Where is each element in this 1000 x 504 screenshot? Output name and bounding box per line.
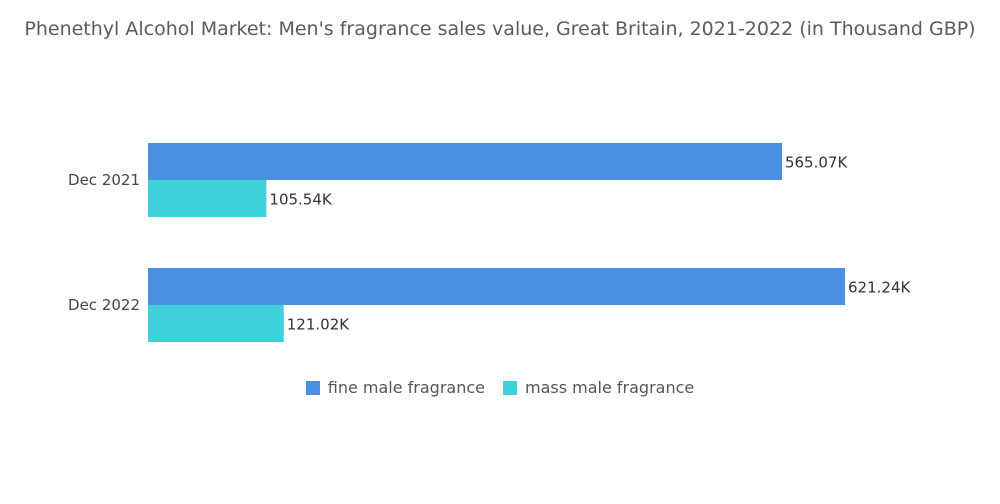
- data-label: 565.07K: [785, 154, 848, 172]
- legend-label: mass male fragrance: [525, 378, 695, 397]
- bar: [148, 143, 782, 180]
- legend-swatch: [503, 380, 517, 395]
- bar: [148, 268, 845, 305]
- legend-item: mass male fragrance: [503, 378, 694, 397]
- bar: [148, 180, 267, 217]
- legend-label: fine male fragrance: [327, 378, 485, 397]
- data-label: 621.24K: [848, 279, 911, 297]
- legend: fine male fragrance mass male fragrance: [0, 378, 1000, 397]
- data-label: 121.02K: [287, 316, 350, 334]
- legend-swatch: [305, 380, 320, 395]
- category-label: Dec 2022: [68, 296, 140, 314]
- category-label: Dec 2021: [68, 171, 140, 189]
- data-label: 105.54K: [269, 191, 332, 209]
- legend-item: fine male fragrance: [305, 378, 485, 397]
- bar: [148, 305, 284, 342]
- chart-title: Phenethyl Alcohol Market: Men's fragranc…: [24, 18, 976, 40]
